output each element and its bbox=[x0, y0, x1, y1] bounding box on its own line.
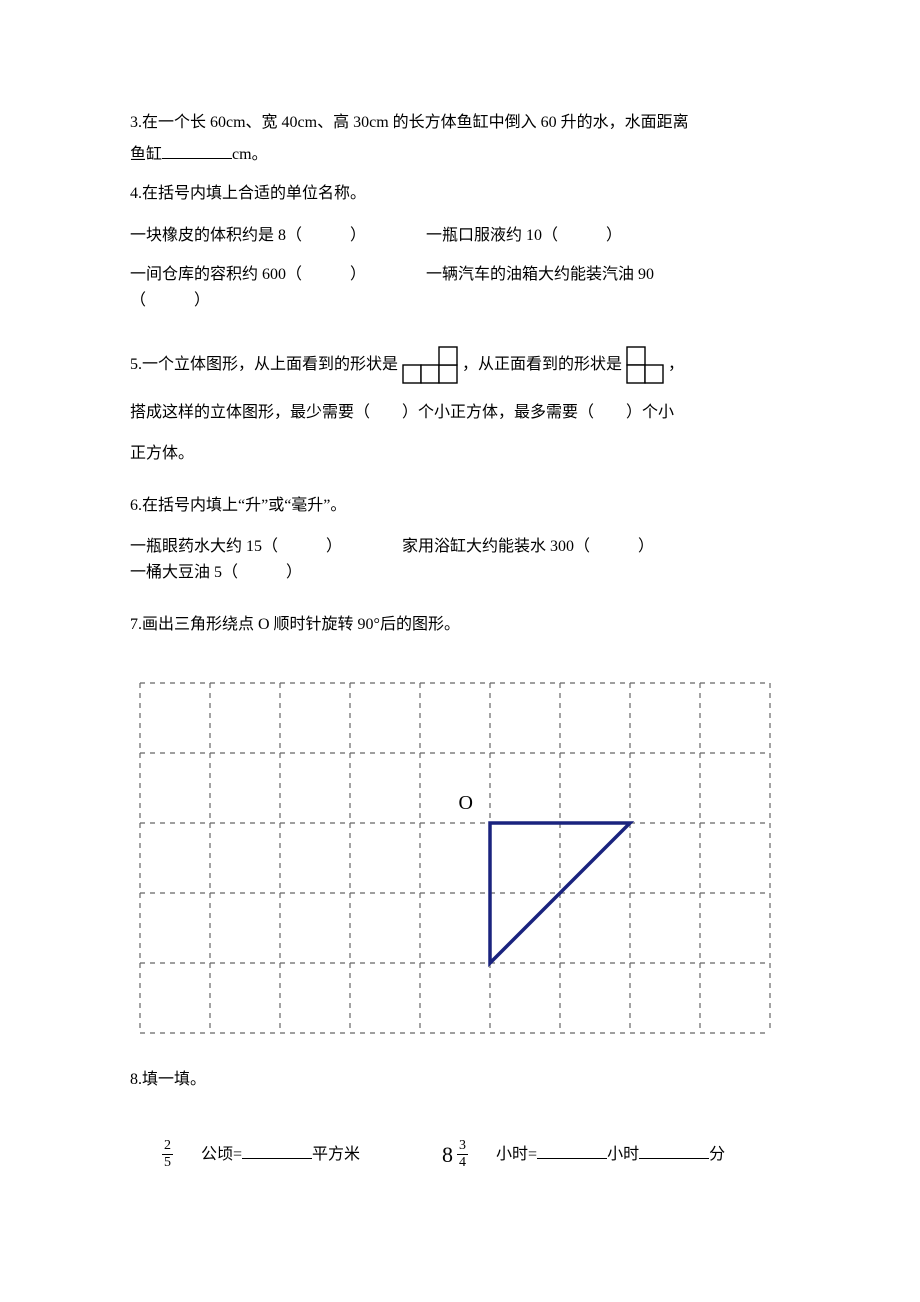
q8-row: 2 5 公顷= 平方米 8 3 4 小时= 小时 分 bbox=[160, 1137, 790, 1172]
q6-row2: 一桶大豆油 5（ ） bbox=[130, 560, 790, 586]
question-8: 8.填一填。 2 5 公顷= 平方米 8 3 4 小时= 小时 分 bbox=[130, 1067, 790, 1172]
question-6: 6.在括号内填上“升”或“毫升”。 一瓶眼药水大约 15（ ） 家用浴缸大约能装… bbox=[130, 493, 790, 586]
q5-line1: 5.一个立体图形，从上面看到的形状是 ，从正面看到的形状是 ， bbox=[130, 346, 790, 384]
mixed-den: 4 bbox=[457, 1154, 468, 1170]
mixed-num: 3 bbox=[457, 1139, 468, 1154]
q8-i2-end: 分 bbox=[709, 1146, 725, 1163]
q3-line2: 鱼缸 cm。 bbox=[130, 142, 790, 168]
question-5: 5.一个立体图形，从上面看到的形状是 ，从正面看到的形状是 ， 搭成这样的立体图… bbox=[130, 346, 790, 467]
q5-top-view-shape bbox=[402, 346, 458, 384]
q5-part-b: ，从正面看到的形状是 bbox=[462, 352, 622, 378]
q8-heading: 8.填一填。 bbox=[130, 1067, 790, 1093]
q6-r1-left: 一瓶眼药水大约 15（ ） bbox=[130, 534, 342, 560]
q4-r2-right-a: 一辆汽车的油箱大约能装汽油 90 bbox=[426, 266, 654, 283]
frac-den: 5 bbox=[162, 1154, 173, 1170]
q8-i1-blank[interactable] bbox=[242, 1142, 312, 1159]
question-4: 4.在括号内填上合适的单位名称。 一块橡皮的体积约是 8（ ） 一瓶口服液约 1… bbox=[130, 181, 790, 313]
q4-heading: 4.在括号内填上合适的单位名称。 bbox=[130, 181, 790, 207]
q5-front-view-shape bbox=[626, 346, 664, 384]
q3-prefix: 鱼缸 bbox=[130, 146, 162, 163]
q8-i1-before: 公顷= 平方米 bbox=[201, 1142, 360, 1168]
q6-row1: 一瓶眼药水大约 15（ ） 家用浴缸大约能装水 300（ ） bbox=[130, 534, 790, 560]
q7-grid-figure: O bbox=[130, 673, 780, 1043]
q8-i2-mid: 小时 bbox=[607, 1146, 639, 1163]
q6-heading: 6.在括号内填上“升”或“毫升”。 bbox=[130, 493, 790, 519]
q8-mixed-8-3-4: 8 3 4 bbox=[442, 1137, 470, 1172]
q3-line1: 3.在一个长 60cm、宽 40cm、高 30cm 的长方体鱼缸中倒入 60 升… bbox=[130, 110, 790, 136]
q4-r2-left: 一间仓库的容积约 600（ ） bbox=[130, 262, 366, 288]
q5-part-d: 搭成这样的立体图形，最少需要（ ）个小正方体，最多需要（ ）个小 bbox=[130, 400, 790, 426]
q8-frac-2-5: 2 5 bbox=[162, 1139, 173, 1170]
q6-r1-right: 家用浴缸大约能装水 300（ ） bbox=[402, 534, 654, 560]
frac-num: 2 bbox=[162, 1139, 173, 1154]
worksheet-page: 3.在一个长 60cm、宽 40cm、高 30cm 的长方体鱼缸中倒入 60 升… bbox=[0, 0, 920, 1302]
q4-r1-right: 一瓶口服液约 10（ ） bbox=[426, 223, 622, 249]
q4-row1: 一块橡皮的体积约是 8（ ） 一瓶口服液约 10（ ） bbox=[130, 223, 790, 249]
q8-i2-blank2[interactable] bbox=[639, 1142, 709, 1159]
q3-suffix: cm。 bbox=[232, 146, 268, 163]
q4-r2-right: 一辆汽车的油箱大约能装汽油 90 bbox=[426, 262, 654, 288]
q4-row2: 一间仓库的容积约 600（ ） 一辆汽车的油箱大约能装汽油 90 bbox=[130, 262, 790, 288]
q4-r1-left: 一块橡皮的体积约是 8（ ） bbox=[130, 223, 366, 249]
question-3: 3.在一个长 60cm、宽 40cm、高 30cm 的长方体鱼缸中倒入 60 升… bbox=[130, 110, 790, 167]
q5-part-c: ， bbox=[668, 352, 684, 378]
q5-part-e: 正方体。 bbox=[130, 441, 790, 467]
mixed-whole: 8 bbox=[442, 1137, 453, 1172]
q8-i1-after: 平方米 bbox=[312, 1146, 360, 1163]
q8-i2: 小时= 小时 分 bbox=[496, 1142, 725, 1168]
question-7: 7.画出三角形绕点 O 顺时针旋转 90°后的图形。 O bbox=[130, 612, 790, 1044]
mixed-frac: 3 4 bbox=[457, 1139, 468, 1170]
q8-i2-a: 小时= bbox=[496, 1146, 537, 1163]
q8-i2-blank1[interactable] bbox=[537, 1142, 607, 1159]
q7-heading: 7.画出三角形绕点 O 顺时针旋转 90°后的图形。 bbox=[130, 612, 790, 638]
q3-blank[interactable] bbox=[162, 142, 232, 159]
q4-r2-right-b: （ ） bbox=[130, 288, 790, 314]
q8-i1-before-text: 公顷= bbox=[201, 1146, 242, 1163]
q5-part-a: 5.一个立体图形，从上面看到的形状是 bbox=[130, 352, 398, 378]
svg-text:O: O bbox=[459, 792, 473, 814]
